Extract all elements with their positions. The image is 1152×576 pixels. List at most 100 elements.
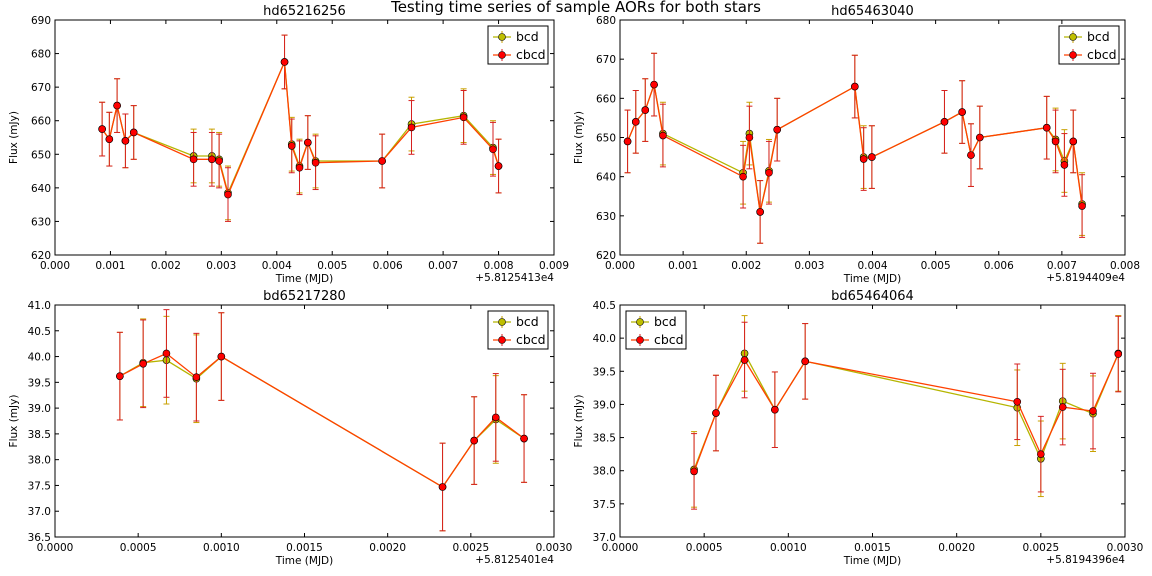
data-point (1060, 161, 1069, 169)
axes-frame (619, 304, 1126, 538)
series-line (101, 61, 500, 195)
x-tick-label: 0.003 (206, 260, 236, 272)
y-tick-label: 37.5 (28, 480, 51, 492)
x-tick-label: 0.000 (40, 260, 70, 272)
y-tick-label: 680 (596, 15, 616, 27)
legend-label: bcd (516, 29, 539, 44)
x-tick-label: 0.0015 (286, 542, 323, 554)
x-tick-label: 0.007 (428, 260, 458, 272)
x-tick-label: 0.0000 (37, 542, 74, 554)
x-tick-label: 0.002 (151, 260, 181, 272)
x-tick-label: 0.003 (794, 260, 824, 272)
axes-frame (54, 19, 555, 256)
x-tick-label: 0.002 (731, 260, 761, 272)
y-tick-label: 680 (31, 49, 51, 61)
series-line (627, 84, 1083, 213)
x-tick-label: 0.0030 (1107, 542, 1144, 554)
data-point (659, 131, 667, 140)
legend: bcd cbcd (487, 310, 549, 350)
data-point (690, 467, 698, 476)
data-point (139, 359, 147, 368)
y-tick-label: 650 (31, 149, 51, 161)
x-tick-label: 0.0020 (938, 542, 975, 554)
data-point (470, 436, 478, 445)
data-point (105, 135, 114, 143)
data-point (121, 137, 130, 145)
data-point (378, 157, 386, 165)
x-tick-label: 0.004 (262, 260, 292, 272)
x-tick-label: 0.009 (539, 260, 569, 272)
legend-marker (636, 318, 644, 326)
y-tick-label: 39.0 (28, 403, 51, 415)
panel-bd65464064: bd65464064 0.0000 0.0005 0.0010 0.0015 0.0020… (573, 289, 1143, 567)
data-point (851, 82, 859, 91)
y-tick-label: 37.0 (28, 506, 51, 518)
data-point (1114, 350, 1123, 358)
data-point (192, 373, 201, 381)
x-tick-label: 0.0005 (120, 542, 157, 554)
y-tick-label: 630 (596, 211, 616, 223)
data-point (295, 163, 304, 172)
y-tick-label: 630 (31, 216, 51, 228)
y-tick-label: 38.5 (593, 433, 616, 445)
legend-label: bcd (516, 314, 539, 329)
data-point (756, 208, 764, 216)
series-bcd (116, 312, 528, 532)
y-tick-label: 40.5 (593, 300, 616, 312)
data-point (801, 357, 809, 366)
data-point (113, 101, 121, 110)
data-point (623, 137, 632, 146)
y-tick-label: 690 (31, 15, 51, 27)
series-cbcd (116, 309, 528, 532)
y-tick-label: 670 (596, 54, 616, 66)
legend: bcd cbcd (487, 25, 549, 65)
legend: bcd cbcd (625, 310, 687, 350)
x-axis-label: Time (MJD) (275, 273, 333, 285)
figure-title: Testing time series of sample AORs for b… (390, 0, 761, 16)
data-point (650, 80, 658, 89)
x-tick-label: 0.0015 (854, 542, 891, 554)
axes-frame (619, 19, 1126, 256)
legend: bcd cbcd (1058, 25, 1120, 65)
data-point (1013, 397, 1022, 406)
x-axis-label: Time (MJD) (843, 273, 901, 285)
data-point (494, 162, 503, 170)
data-point (976, 133, 984, 142)
data-point (280, 58, 289, 66)
legend-marker (498, 33, 506, 41)
x-tick-label: 0.0030 (536, 542, 573, 554)
legend-box (1058, 25, 1120, 65)
y-tick-label: 650 (596, 133, 616, 145)
y-tick-label: 41.0 (28, 300, 51, 312)
panel-hd65463040: hd65463040 0.000 0.001 0.002 0.003 0.004 0.005… (573, 4, 1140, 285)
y-tick-label: 40.0 (28, 352, 51, 364)
x-tick-label: 0.004 (857, 260, 887, 272)
data-point (958, 108, 966, 116)
y-tick-label: 37.0 (593, 532, 616, 544)
y-tick-label: 640 (596, 172, 616, 184)
x-offset-label: +5.8125413e4 (475, 272, 554, 284)
data-point (438, 483, 447, 491)
data-point (217, 352, 226, 361)
axes-frame (54, 304, 555, 538)
legend-label: bcd (1087, 29, 1110, 44)
legend-marker (498, 318, 506, 326)
panel-title: hd65216256 (263, 4, 346, 19)
x-tick-label: 0.001 (668, 260, 698, 272)
data-point (311, 158, 320, 167)
y-tick-label: 640 (31, 183, 51, 195)
y-tick-label: 620 (31, 250, 51, 262)
data-point (1089, 407, 1097, 415)
x-tick-label: 0.001 (95, 260, 125, 272)
x-tick-label: 0.006 (373, 260, 403, 272)
data-point (98, 125, 106, 133)
y-tick-label: 37.5 (593, 499, 616, 511)
data-point (641, 106, 650, 114)
data-point (1058, 403, 1067, 411)
data-point (859, 155, 868, 163)
x-tick-label: 0.005 (921, 260, 951, 272)
data-point (771, 405, 779, 414)
x-tick-label: 0.0025 (452, 542, 489, 554)
y-tick-label: 39.5 (593, 366, 616, 378)
